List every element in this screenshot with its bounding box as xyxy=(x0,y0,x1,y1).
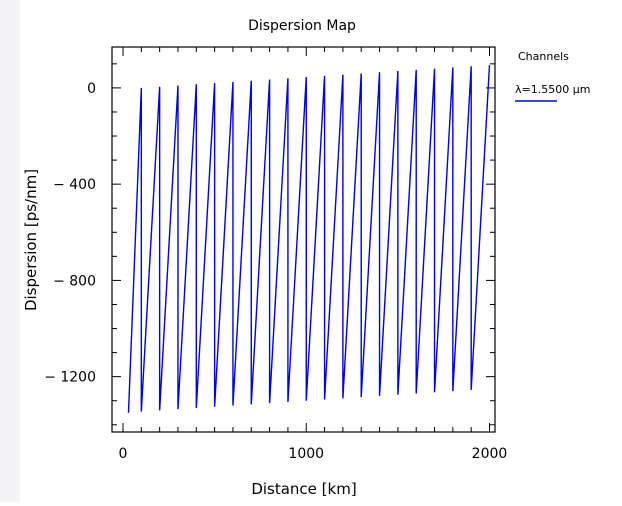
x-tick-label: 2000 xyxy=(472,446,508,462)
x-tick-label: 1000 xyxy=(288,446,324,462)
y-axis-label: Dispersion [ps/nm] xyxy=(22,169,40,311)
tick-marks: 0 1000 2000 0 − 400 − 800 − 1200 xyxy=(44,47,507,462)
legend-title: Channels xyxy=(518,50,569,63)
chart-title: Dispersion Map xyxy=(248,18,356,34)
x-axis-label: Distance [km] xyxy=(251,480,356,498)
y-tick-label: − 400 xyxy=(53,177,96,193)
legend: Channels λ=1.5500 µm xyxy=(515,50,590,101)
x-tick-label: 0 xyxy=(119,446,128,462)
legend-entry-label: λ=1.5500 µm xyxy=(515,83,590,96)
y-tick-label: 0 xyxy=(87,81,96,97)
y-tick-label: − 800 xyxy=(53,273,96,289)
series-layer xyxy=(128,65,489,413)
y-tick-label: − 1200 xyxy=(44,370,96,386)
series-line-dispersion xyxy=(128,65,489,413)
